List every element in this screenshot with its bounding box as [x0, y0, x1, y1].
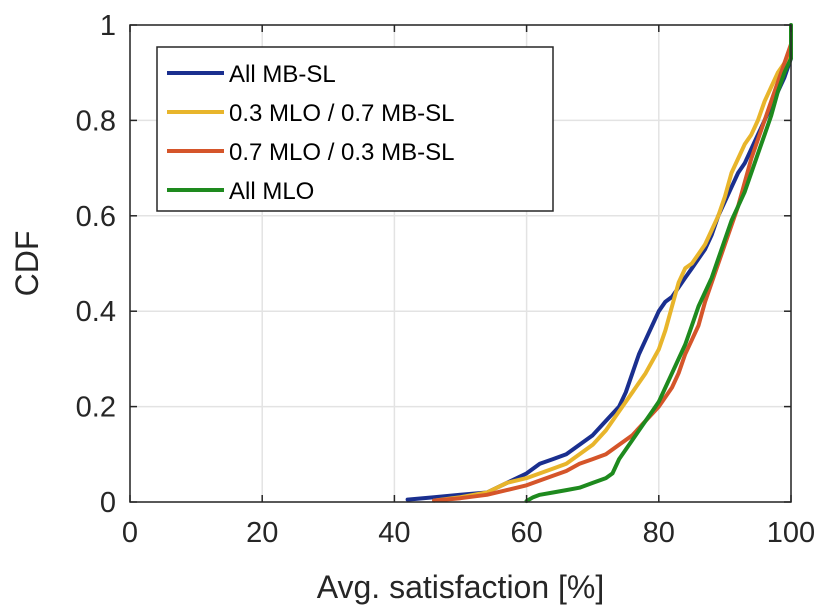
x-tick-label: 60	[510, 517, 542, 549]
x-tick-label: 100	[767, 517, 815, 549]
x-tick-label: 0	[122, 517, 138, 549]
y-tick-label: 1	[100, 10, 116, 42]
legend-label-1: All MB-SL	[229, 61, 336, 88]
legend-label-4: All MLO	[229, 178, 314, 205]
legend: All MB-SL 0.3 MLO / 0.7 MB-SL 0.7 MLO / 0.…	[156, 46, 554, 212]
legend-label-2: 0.3 MLO / 0.7 MB-SL	[229, 100, 454, 127]
y-tick-label: 0	[100, 487, 116, 519]
x-tick-label: 80	[643, 517, 675, 549]
y-tick-label: 0.2	[76, 392, 116, 424]
y-tick-label: 0.4	[76, 296, 116, 328]
series-line-3	[432, 42, 793, 503]
y-axis-title: CDF	[9, 231, 45, 297]
series-line-4	[524, 23, 793, 503]
legend-label-3: 0.7 MLO / 0.3 MB-SL	[229, 139, 454, 166]
x-axis-title: Avg. satisfaction [%]	[317, 569, 605, 605]
series-line-1	[405, 56, 793, 502]
plot-frame	[129, 24, 792, 503]
x-tick-label: 20	[246, 517, 278, 549]
series-lines	[405, 23, 793, 503]
y-tick-label: 0.8	[76, 105, 116, 137]
y-tick-label: 0.6	[76, 201, 116, 233]
legend-box	[156, 46, 554, 212]
axes	[129, 24, 792, 503]
series-line-2	[432, 46, 793, 503]
y-tick-labels: 0 0.2 0.4 0.6 0.8 1	[76, 10, 116, 519]
x-tick-labels: 0 20 40 60 80 100	[122, 517, 815, 549]
x-tick-label: 40	[378, 517, 410, 549]
